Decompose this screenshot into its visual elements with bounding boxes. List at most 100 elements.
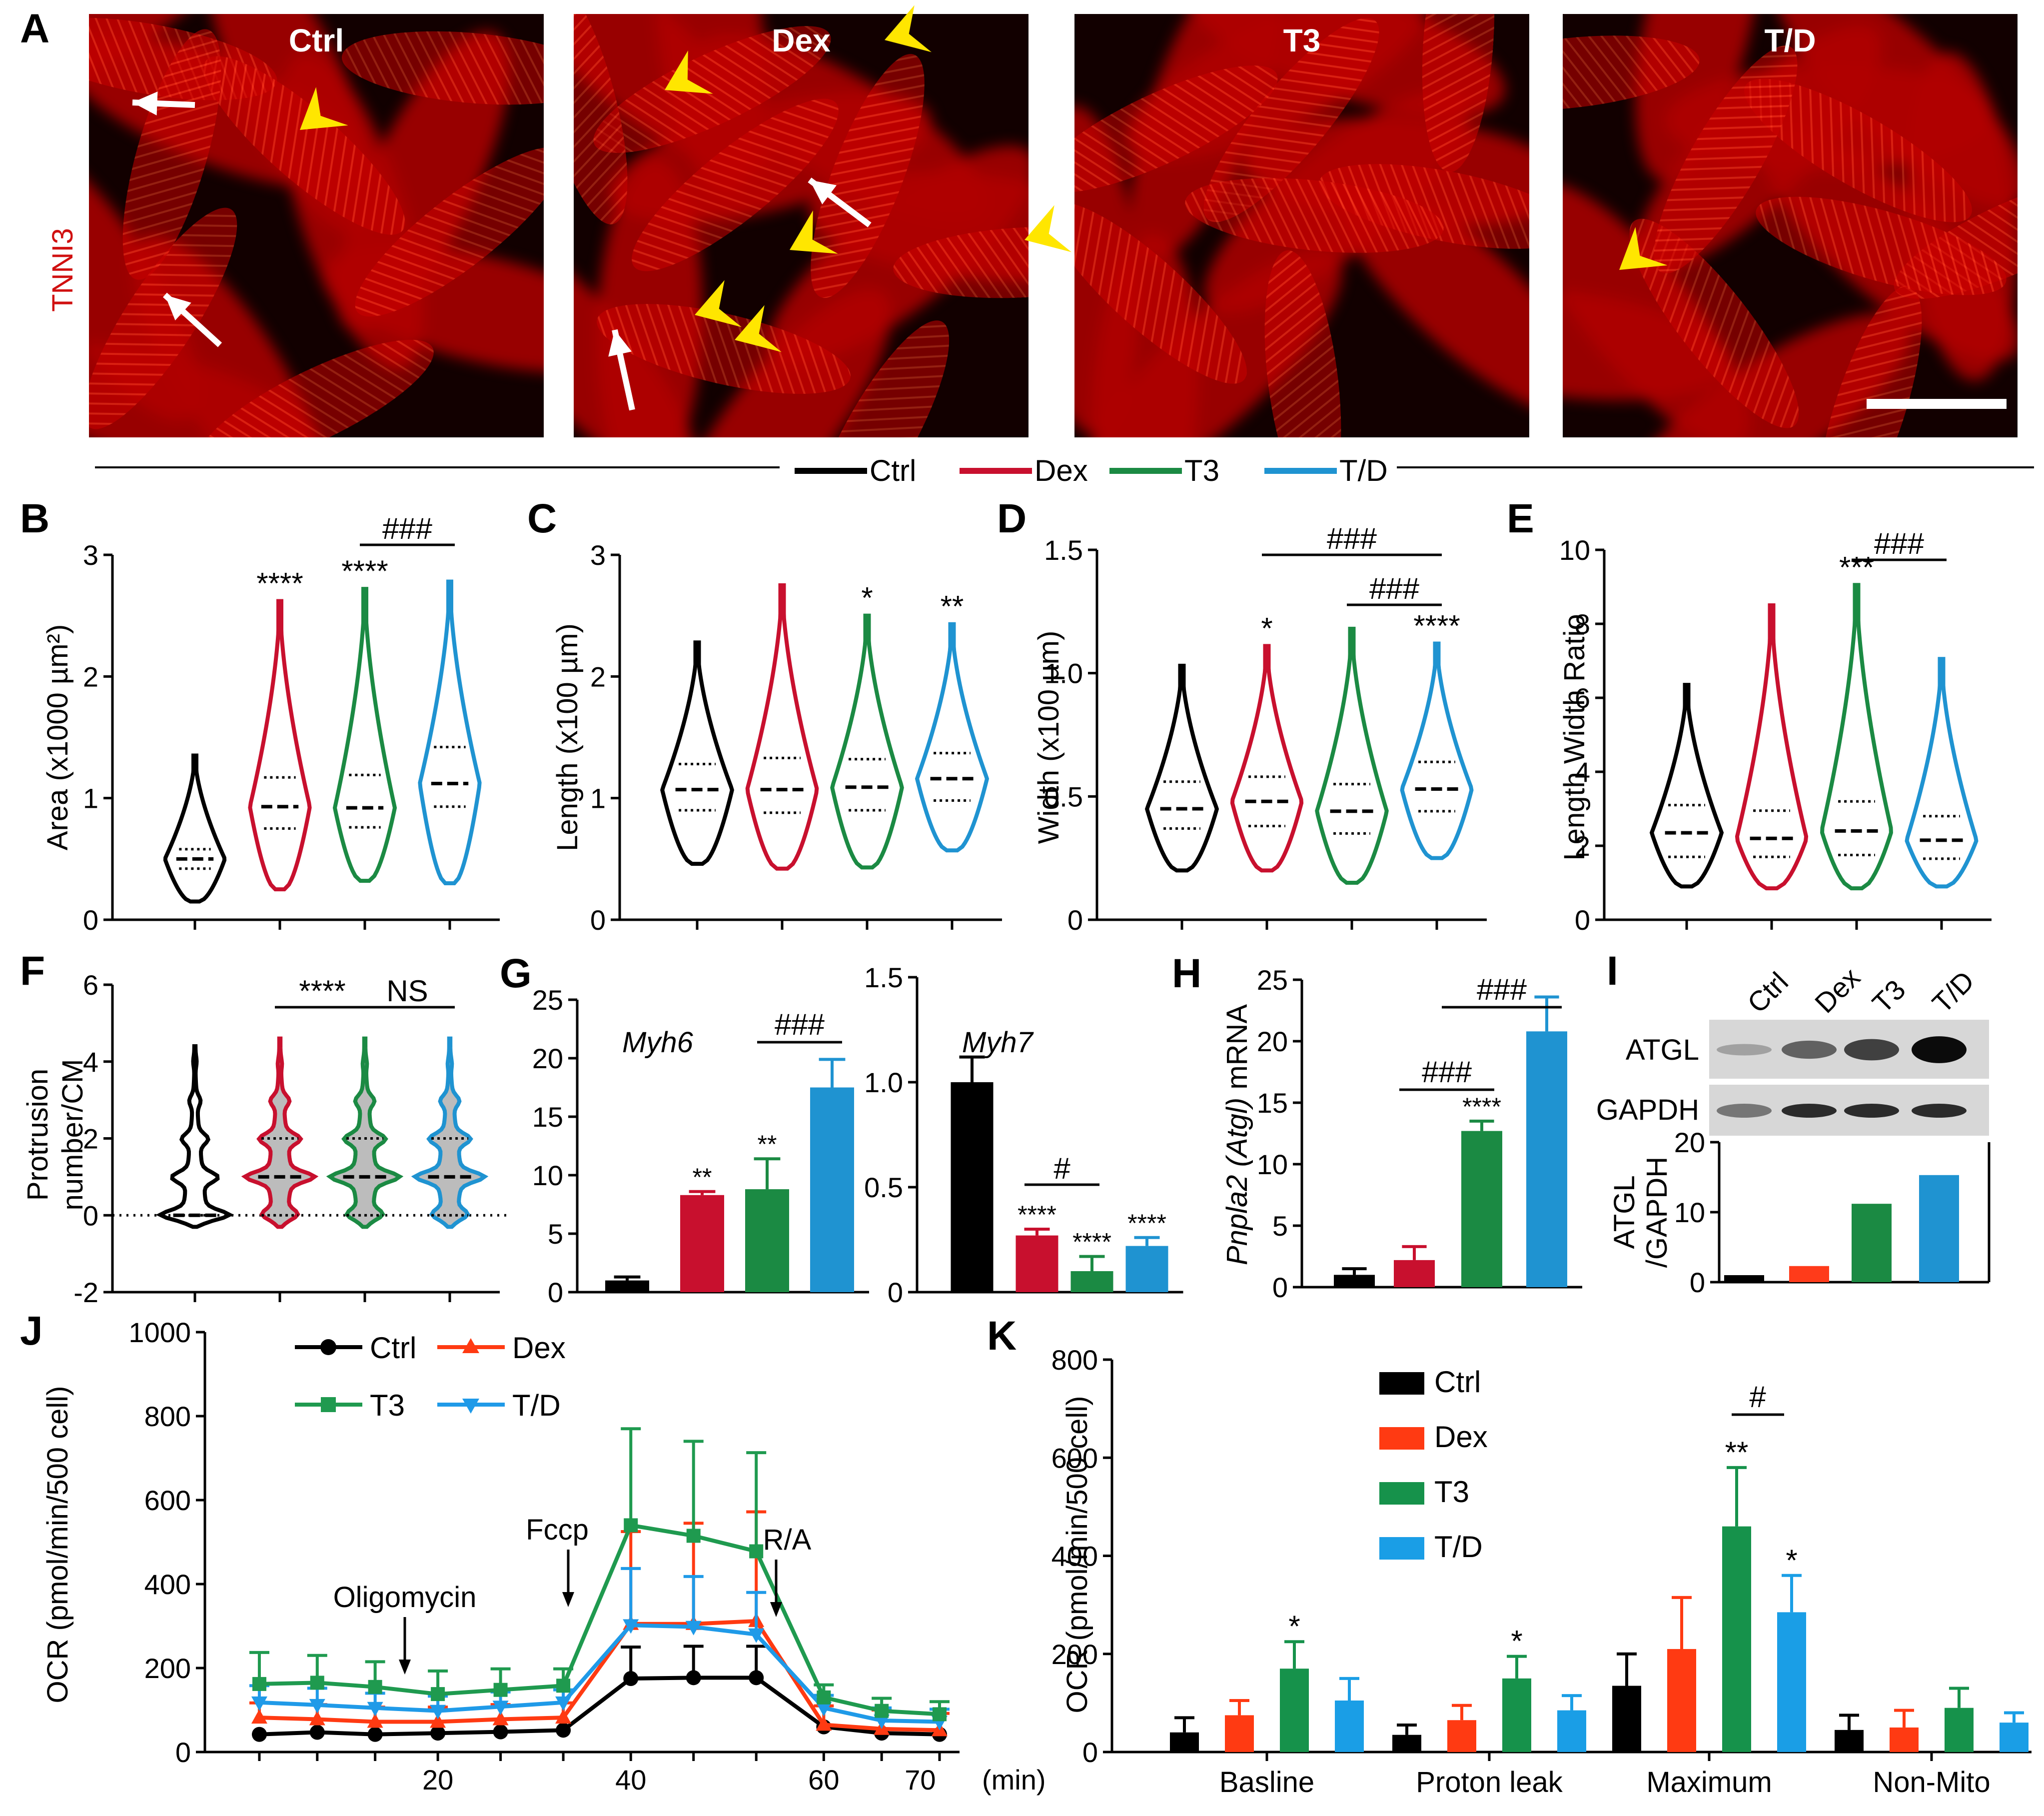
y-tick-label: 2 — [1575, 830, 1590, 862]
data-point — [556, 1723, 571, 1738]
myofibril-striation — [203, 56, 405, 235]
significance-t-d: ** — [941, 590, 964, 623]
data-point — [368, 1680, 382, 1694]
yellow-arrowhead-icon — [695, 280, 742, 327]
y-axis-label: Area (x1000 µm²) — [41, 624, 74, 850]
data-point — [309, 1711, 325, 1726]
micrograph-cells — [1074, 14, 1529, 437]
violin-dex — [1735, 603, 1809, 891]
y-tick-label: 20 — [1257, 1026, 1288, 1057]
myofibril-striation — [1563, 35, 1700, 110]
y-tick-label: 1 — [83, 783, 98, 814]
panel-label-k: K — [987, 1313, 1017, 1359]
y-tick-label: 3 — [83, 539, 98, 571]
legend-marker — [462, 1338, 479, 1353]
arrow-down-icon — [770, 1602, 782, 1617]
y-tick-label: 600 — [1051, 1442, 1098, 1474]
blot-band-gapdh — [1912, 1104, 1967, 1118]
blot-lane-t-d: T/D — [1926, 965, 1980, 1019]
group-legend: Ctrl Dex T3 T/D — [95, 454, 2034, 487]
micrograph-cells — [574, 14, 1028, 437]
data-point — [310, 1676, 324, 1690]
y-axis-label: Width (x100 µm) — [1032, 631, 1065, 844]
cell-body — [1635, 14, 1762, 181]
y-axis-label: OCR (pmol/min/500 cell) — [41, 1386, 74, 1704]
legend-label-ctrl: Ctrl — [370, 1331, 416, 1365]
violin-t3 — [326, 1036, 404, 1229]
myofibril-striation — [341, 31, 544, 105]
legend-label-ctrl: Ctrl — [870, 454, 916, 487]
significance-t3: * — [1511, 1625, 1522, 1658]
legend-swatch-ctrl — [1379, 1372, 1424, 1395]
legend-marker — [320, 1339, 336, 1355]
bar-ctrl-maximum — [1612, 1686, 1641, 1752]
significance-t3: **** — [1462, 1093, 1501, 1121]
bar-t3-proton-leak — [1502, 1678, 1531, 1752]
data-point — [309, 1699, 325, 1714]
micrograph-t3: T3 — [1074, 14, 1529, 437]
y-tick-label: 1.0 — [864, 1067, 903, 1098]
white-arrow-icon — [608, 330, 632, 357]
x-tick-label: 20 — [422, 1764, 453, 1796]
y-tick-label: 0 — [83, 904, 98, 936]
y-tick-label: 1000 — [128, 1317, 191, 1348]
y-tick-label: 800 — [144, 1401, 191, 1432]
data-point — [555, 1696, 572, 1711]
data-point — [367, 1727, 383, 1742]
data-point — [430, 1713, 446, 1728]
comparison-label: ### — [775, 1008, 825, 1041]
violin-t-d — [418, 579, 482, 885]
data-point — [431, 1687, 445, 1702]
micrograph-ctrl: Ctrl — [89, 14, 544, 437]
series-line — [259, 1619, 940, 1733]
bar-t-d — [1919, 1175, 1959, 1282]
bar-t3 — [1852, 1204, 1892, 1282]
bar-t-d-proton-leak — [1557, 1710, 1586, 1752]
myofibril-striation — [1319, 164, 1529, 249]
myofibril-striation — [1264, 250, 1341, 437]
violin-dex — [248, 599, 312, 892]
legend-label-t3: T3 — [1184, 454, 1219, 487]
violin-t3 — [830, 613, 904, 870]
cell-body — [1775, 14, 2018, 207]
data-point — [309, 1725, 325, 1740]
blot-row-atgl: ATGL — [1626, 1034, 1699, 1066]
significance-t-d: **** — [1413, 609, 1460, 642]
data-point — [817, 1690, 831, 1705]
y-tick-label: 4 — [83, 1046, 98, 1078]
bar-ctrl — [1334, 1275, 1375, 1287]
violin-t3 — [1315, 626, 1389, 885]
micrograph-cells — [1563, 14, 2018, 437]
data-point — [493, 1724, 508, 1740]
yellow-arrowhead-icon — [1024, 205, 1071, 252]
data-point — [749, 1544, 764, 1559]
white-arrow-icon — [132, 91, 158, 115]
y-tick-label: -2 — [73, 1277, 98, 1308]
blot-lane-t3: T3 — [1866, 974, 1912, 1019]
y-tick-label: 200 — [144, 1653, 191, 1684]
yellow-arrowhead-icon — [665, 50, 713, 94]
panel-label-j: J — [20, 1308, 43, 1354]
bar-t-d-non-mito — [2000, 1723, 2029, 1752]
myofibril-striation — [593, 26, 831, 153]
data-point — [492, 1711, 509, 1726]
y-tick-label: 2 — [83, 661, 98, 692]
bar-ctrl-non-mito — [1835, 1730, 1864, 1752]
panel-label-c: C — [527, 496, 557, 541]
y-axis-label-italic: Pnpla2 (Atgl) — [1221, 1098, 1253, 1265]
bar-ctrl — [605, 1280, 649, 1292]
series-line — [259, 1523, 940, 1717]
blot-band-gapdh — [1717, 1104, 1772, 1118]
violin-ctrl — [1144, 663, 1219, 873]
y-tick-label: 20 — [1674, 1127, 1705, 1158]
bar-t-d — [810, 1087, 854, 1292]
data-point — [556, 1679, 571, 1693]
y-tick-label: 200 — [1051, 1639, 1098, 1670]
series-line — [259, 1676, 940, 1737]
blot-band-gapdh — [1844, 1104, 1899, 1118]
data-point — [749, 1670, 764, 1686]
scale-bar — [1867, 399, 2007, 409]
violin-t-d — [915, 622, 990, 853]
data-point — [252, 1677, 266, 1691]
